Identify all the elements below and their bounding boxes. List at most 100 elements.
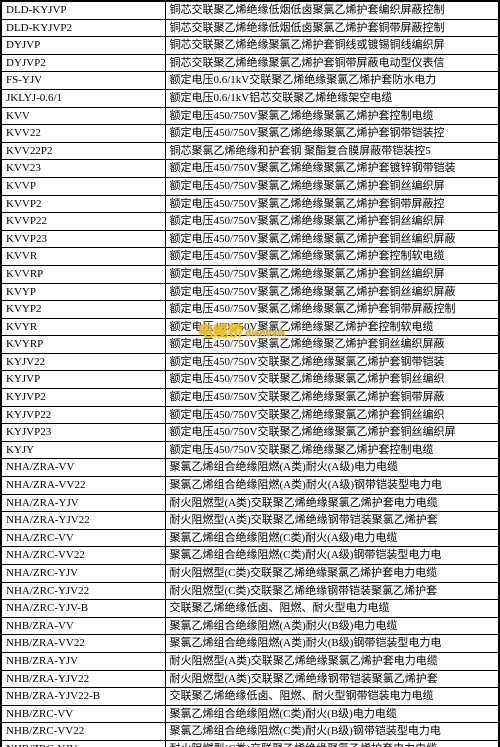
model-code-cell: NHB/ZRC-VV22 bbox=[1, 723, 165, 741]
description-cell: 耐火阻燃型(A类)交联聚乙烯绝缘聚氯乙烯护套电力电缆 bbox=[165, 494, 499, 512]
table-row: KVYR额定电压450/750V聚氯乙烯绝缘聚乙烯护套控制软电缆 bbox=[1, 318, 499, 336]
description-cell: 耐火阻燃型(C类)交联聚乙烯绝缘钢带铠装聚氯乙烯护套 bbox=[165, 582, 499, 600]
table-row: KYJVP2额定电压450/750V交联聚乙烯绝缘聚氯乙烯护套铜带屏蔽 bbox=[1, 389, 499, 407]
model-code-cell: NHB/ZRC-YJV bbox=[1, 740, 165, 747]
description-cell: 额定电压450/750V聚氯乙烯绝缘聚乙烯护套铜丝编织屏蔽 bbox=[165, 336, 499, 354]
table-row: KVVP22额定电压450/750V聚氯乙烯绝缘聚氯乙烯护套铜丝编织屏 bbox=[1, 213, 499, 231]
model-code-cell: DLD-KYJVP bbox=[1, 1, 165, 19]
description-cell: 额定电压0.6/1kV铝芯交联聚乙烯绝缘架空电缆 bbox=[165, 89, 499, 107]
table-row: KVYP额定电压450/750V聚氯乙烯绝缘聚氯乙烯护套铜丝编织屏蔽 bbox=[1, 283, 499, 301]
table-row: DYJVP铜芯交联聚乙烯绝缘聚氯乙烯护套铜线或镀锡铜线编织屏 bbox=[1, 37, 499, 55]
table-row: FS-YJV额定电压0.6/1kV交联聚乙烯绝缘聚氯乙烯护套防水电力 bbox=[1, 72, 499, 90]
model-code-cell: KYJVP bbox=[1, 371, 165, 389]
description-cell: 额定电压450/750V交联聚乙烯绝缘聚氯乙烯护套铜丝编织 bbox=[165, 406, 499, 424]
table-row: KVV23额定电压450/750V聚氯乙烯绝缘聚氯乙烯护套镀锌钢带铠装 bbox=[1, 160, 499, 178]
table-row: KVYP2额定电压450/750V聚氯乙烯绝缘聚氯乙烯护套铜带屏蔽控制 bbox=[1, 301, 499, 319]
model-code-cell: NHA/ZRC-VV bbox=[1, 529, 165, 547]
table-row: KYJVP22额定电压450/750V交联聚乙烯绝缘聚氯乙烯护套铜丝编织 bbox=[1, 406, 499, 424]
table-row: NHA/ZRC-YJV耐火阻燃型(C类)交联聚乙烯绝缘聚氯乙烯护套电力电缆 bbox=[1, 565, 499, 583]
table-row: KYJVP额定电压450/750V交联聚乙烯绝缘聚氯乙烯护套铜丝编织 bbox=[1, 371, 499, 389]
model-code-cell: KVVP bbox=[1, 177, 165, 195]
description-cell: 聚氯乙烯组合绝缘阻燃(A类)耐火(A级)钢带铠装型电力电 bbox=[165, 477, 499, 495]
description-cell: 额定电压450/750V聚氯乙烯绝缘聚氯乙烯护套铜带屏蔽控 bbox=[165, 195, 499, 213]
description-cell: 额定电压450/750V聚氯乙烯绝缘聚氯乙烯护套铜丝编织屏 bbox=[165, 213, 499, 231]
model-code-cell: KVVP2 bbox=[1, 195, 165, 213]
model-code-cell: KVYP bbox=[1, 283, 165, 301]
table-row: NHA/ZRA-YJV耐火阻燃型(A类)交联聚乙烯绝缘聚氯乙烯护套电力电缆 bbox=[1, 494, 499, 512]
model-code-cell: KYJVP23 bbox=[1, 424, 165, 442]
model-code-cell: KVV23 bbox=[1, 160, 165, 178]
description-cell: 交联聚乙烯绝缘低卤、阻燃、耐火型电力电缆 bbox=[165, 600, 499, 618]
description-cell: 耐火阻燃型(A类)交联聚乙烯绝缘聚氯乙烯护套电力电缆 bbox=[165, 652, 499, 670]
model-code-cell: KVV22 bbox=[1, 125, 165, 143]
table-row: DYJVP2铜芯交联聚乙烯绝缘聚氯乙烯护套铜带屏蔽电动型仪表信 bbox=[1, 54, 499, 72]
description-cell: 铜芯聚氯乙烯绝缘和护套钢 聚酯复合膜屏蔽带铠装控5 bbox=[165, 142, 499, 160]
model-code-cell: KVYR bbox=[1, 318, 165, 336]
model-code-cell: NHA/ZRC-YJV-B bbox=[1, 600, 165, 618]
model-code-cell: NHB/ZRC-VV bbox=[1, 705, 165, 723]
table-row: NHB/ZRA-VV聚氯乙烯组合绝缘阻燃(A类)耐火(B级)电力电缆 bbox=[1, 617, 499, 635]
table-row: KVV22额定电压450/750V聚氯乙烯绝缘聚氯乙烯护套钢带铠装控 bbox=[1, 125, 499, 143]
description-cell: 额定电压0.6/1kV交联聚乙烯绝缘聚氯乙烯护套防水电力 bbox=[165, 72, 499, 90]
model-code-cell: KYJVP22 bbox=[1, 406, 165, 424]
description-cell: 额定电压450/750V聚氯乙烯绝缘聚氯乙烯护套铜丝编织屏蔽 bbox=[165, 283, 499, 301]
table-row: KVVP额定电压450/750V聚氯乙烯绝缘聚氯乙烯护套铜丝编织屏 bbox=[1, 177, 499, 195]
model-code-cell: KVV bbox=[1, 107, 165, 125]
table-row: NHA/ZRA-VV聚氯乙烯组合绝缘阻燃(A类)耐火(A级)电力电缆 bbox=[1, 459, 499, 477]
cable-spec-table: DLD-KYJVP铜芯交联聚乙烯绝缘低烟低卤聚氯乙烯护套编织屏蔽控制DLD-KY… bbox=[0, 0, 500, 747]
table-row: NHB/ZRC-YJV耐火阻燃型(C类)交联聚乙烯绝缘聚氯乙烯护套电力电缆 bbox=[1, 740, 499, 747]
description-cell: 额定电压450/750V交联聚乙烯绝缘聚氯乙烯护套铜丝编织 bbox=[165, 371, 499, 389]
model-code-cell: FS-YJV bbox=[1, 72, 165, 90]
description-cell: 耐火阻燃型(A类)交联聚乙烯绝缘钢带铠装聚氯乙烯护套 bbox=[165, 512, 499, 530]
model-code-cell: DYJVP bbox=[1, 37, 165, 55]
table-row: DLD-KYJVP2铜芯交联聚乙烯绝缘低烟低卤聚氯乙烯护套铜带屏蔽控制 bbox=[1, 19, 499, 37]
description-cell: 额定电压450/750V聚氯乙烯绝缘聚氯乙烯护套铜带屏蔽控制 bbox=[165, 301, 499, 319]
description-cell: 铜芯交联聚乙烯绝缘聚氯乙烯护套铜线或镀锡铜线编织屏 bbox=[165, 37, 499, 55]
table-row: NHA/ZRA-VV22聚氯乙烯组合绝缘阻燃(A类)耐火(A级)钢带铠装型电力电 bbox=[1, 477, 499, 495]
model-code-cell: KVYRP bbox=[1, 336, 165, 354]
table-row: NHB/ZRC-VV22聚氯乙烯组合绝缘阻燃(C类)耐火(B级)钢带铠装型电力电 bbox=[1, 723, 499, 741]
description-cell: 聚氯乙烯组合绝缘阻燃(C类)耐火(A级)钢带铠装型电力电 bbox=[165, 547, 499, 565]
description-cell: 额定电压450/750V聚氯乙烯绝缘聚氯乙烯护套钢带铠装控 bbox=[165, 125, 499, 143]
model-code-cell: NHA/ZRA-YJV bbox=[1, 494, 165, 512]
table-row: KYJVP23额定电压450/750V交联聚乙烯绝缘聚氯乙烯护套铜丝编织屏 bbox=[1, 424, 499, 442]
description-cell: 耐火阻燃型(C类)交联聚乙烯绝缘聚氯乙烯护套电力电缆 bbox=[165, 740, 499, 747]
description-cell: 聚氯乙烯组合绝缘阻燃(C类)耐火(B级)电力电缆 bbox=[165, 705, 499, 723]
model-code-cell: KYJV22 bbox=[1, 353, 165, 371]
description-cell: 额定电压450/750V聚氯乙烯绝缘聚氯乙烯护套控制软电缆 bbox=[165, 248, 499, 266]
model-code-cell: NHB/ZRA-YJV22-B bbox=[1, 688, 165, 706]
description-cell: 额定电压450/750V聚氯乙烯绝缘聚氯乙烯护套铜丝编织屏蔽 bbox=[165, 230, 499, 248]
table-row: NHB/ZRA-VV22聚氯乙烯组合绝缘阻燃(A类)耐火(B级)钢带铠装型电力电 bbox=[1, 635, 499, 653]
description-cell: 额定电压450/750V聚氯乙烯绝缘聚氯乙烯护套控制电缆 bbox=[165, 107, 499, 125]
table-row: KVV额定电压450/750V聚氯乙烯绝缘聚氯乙烯护套控制电缆 bbox=[1, 107, 499, 125]
model-code-cell: NHB/ZRA-YJV bbox=[1, 652, 165, 670]
description-cell: 聚氯乙烯组合绝缘阻燃(A类)耐火(B级)钢带铠装型电力电 bbox=[165, 635, 499, 653]
model-code-cell: KVVRP bbox=[1, 265, 165, 283]
model-code-cell: NHB/ZRA-YJV22 bbox=[1, 670, 165, 688]
table-row: NHA/ZRC-YJV22耐火阻燃型(C类)交联聚乙烯绝缘钢带铠装聚氯乙烯护套 bbox=[1, 582, 499, 600]
table-row: NHA/ZRC-VV聚氯乙烯组合绝缘阻燃(C类)耐火(A级)电力电缆 bbox=[1, 529, 499, 547]
description-cell: 聚氯乙烯组合绝缘阻燃(C类)耐火(B级)钢带铠装型电力电 bbox=[165, 723, 499, 741]
table-row: NHA/ZRC-YJV-B交联聚乙烯绝缘低卤、阻燃、耐火型电力电缆 bbox=[1, 600, 499, 618]
description-cell: 额定电压450/750V聚氯乙烯绝缘聚氯乙烯护套铜丝编织屏 bbox=[165, 265, 499, 283]
description-cell: 耐火阻燃型(C类)交联聚乙烯绝缘聚氯乙烯护套电力电缆 bbox=[165, 565, 499, 583]
model-code-cell: NHA/ZRA-VV bbox=[1, 459, 165, 477]
table-row: KVVRP额定电压450/750V聚氯乙烯绝缘聚氯乙烯护套铜丝编织屏 bbox=[1, 265, 499, 283]
model-code-cell: KVV22P2 bbox=[1, 142, 165, 160]
description-cell: 聚氯乙烯组合绝缘阻燃(A类)耐火(B级)电力电缆 bbox=[165, 617, 499, 635]
model-code-cell: NHA/ZRC-YJV22 bbox=[1, 582, 165, 600]
description-cell: 聚氯乙烯组合绝缘阻燃(C类)耐火(A级)电力电缆 bbox=[165, 529, 499, 547]
model-code-cell: KVVP22 bbox=[1, 213, 165, 231]
table-row: KVVR额定电压450/750V聚氯乙烯绝缘聚氯乙烯护套控制软电缆 bbox=[1, 248, 499, 266]
table-row: NHB/ZRA-YJV22-B交联聚乙烯绝缘低卤、阻燃、耐火型钢带铠装电力电缆 bbox=[1, 688, 499, 706]
table-row: KVVP23额定电压450/750V聚氯乙烯绝缘聚氯乙烯护套铜丝编织屏蔽 bbox=[1, 230, 499, 248]
table-row: KVYRP额定电压450/750V聚氯乙烯绝缘聚乙烯护套铜丝编织屏蔽 bbox=[1, 336, 499, 354]
model-code-cell: NHA/ZRA-VV22 bbox=[1, 477, 165, 495]
description-cell: 额定电压450/750V交联聚乙烯绝缘聚氯乙烯护套铜带屏蔽 bbox=[165, 389, 499, 407]
table-row: NHB/ZRA-YJV22耐火阻燃型(A类)交联聚乙烯绝缘钢带铠装聚氯乙烯护套 bbox=[1, 670, 499, 688]
model-code-cell: NHA/ZRC-YJV bbox=[1, 565, 165, 583]
table-row: NHB/ZRA-YJV耐火阻燃型(A类)交联聚乙烯绝缘聚氯乙烯护套电力电缆 bbox=[1, 652, 499, 670]
table-row: NHA/ZRC-VV22聚氯乙烯组合绝缘阻燃(C类)耐火(A级)钢带铠装型电力电 bbox=[1, 547, 499, 565]
model-code-cell: KVVR bbox=[1, 248, 165, 266]
table-row: NHB/ZRC-VV聚氯乙烯组合绝缘阻燃(C类)耐火(B级)电力电缆 bbox=[1, 705, 499, 723]
